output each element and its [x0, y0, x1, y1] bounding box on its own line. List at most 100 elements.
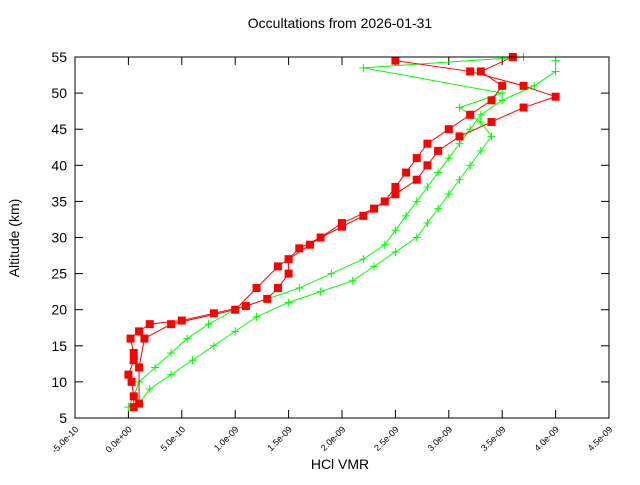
- point: [140, 334, 149, 343]
- y-tick-label: 55: [51, 49, 67, 65]
- point: [423, 219, 432, 228]
- point: [284, 298, 293, 307]
- point: [273, 284, 282, 293]
- point: [391, 182, 400, 191]
- point: [359, 255, 368, 264]
- point: [455, 103, 464, 112]
- point: [124, 370, 133, 379]
- point: [167, 349, 176, 358]
- point: [434, 168, 443, 177]
- point: [316, 287, 325, 296]
- point: [359, 211, 368, 220]
- y-tick-label: 50: [51, 85, 67, 101]
- point: [466, 67, 475, 76]
- point: [444, 154, 453, 163]
- point: [126, 334, 135, 343]
- point: [129, 349, 138, 358]
- point: [412, 154, 421, 163]
- point: [204, 320, 213, 329]
- chart-title: Occultations from 2026-01-31: [248, 15, 433, 31]
- point: [466, 110, 475, 119]
- y-tick-label: 15: [51, 338, 67, 354]
- point: [145, 320, 154, 329]
- point: [151, 363, 160, 372]
- point: [444, 190, 453, 199]
- point: [412, 175, 421, 184]
- point: [327, 269, 336, 278]
- point: [252, 284, 261, 293]
- point: [338, 219, 346, 228]
- point: [273, 262, 282, 271]
- point: [209, 309, 218, 318]
- point: [423, 182, 432, 191]
- point: [252, 312, 261, 321]
- point: [370, 262, 379, 271]
- point: [183, 334, 192, 343]
- point: [231, 305, 240, 314]
- series: [135, 53, 528, 408]
- point: [498, 96, 507, 105]
- point: [135, 327, 144, 336]
- point: [466, 161, 475, 170]
- point: [551, 67, 560, 76]
- point: [498, 81, 507, 90]
- point: [412, 197, 421, 206]
- point: [551, 56, 560, 65]
- y-tick-label: 5: [59, 410, 67, 426]
- point: [455, 139, 464, 148]
- point: [209, 341, 218, 350]
- y-axis-label: Altitude (km): [6, 199, 22, 278]
- point: [167, 320, 176, 329]
- point: [129, 356, 138, 365]
- y-tick-label: 30: [51, 230, 67, 246]
- point: [284, 269, 293, 278]
- point: [519, 103, 528, 112]
- point: [391, 247, 400, 256]
- point: [444, 125, 453, 134]
- point: [295, 244, 304, 253]
- y-tick-label: 40: [51, 157, 67, 173]
- point: [127, 377, 136, 386]
- point: [519, 81, 528, 90]
- point: [348, 276, 357, 285]
- point: [305, 240, 314, 249]
- point: [412, 233, 421, 242]
- point: [402, 211, 411, 220]
- y-tick-label: 20: [51, 302, 67, 318]
- point: [434, 204, 443, 213]
- series: [135, 56, 560, 408]
- point: [476, 110, 485, 119]
- x-axis-label: HCl VMR: [311, 456, 369, 472]
- point: [145, 385, 154, 394]
- point: [391, 190, 400, 199]
- point: [423, 139, 432, 148]
- point: [455, 175, 464, 184]
- point: [380, 240, 389, 249]
- point: [476, 146, 485, 155]
- point: [530, 81, 539, 90]
- point: [551, 92, 560, 101]
- y-tick-label: 25: [51, 266, 67, 282]
- point: [135, 399, 144, 408]
- point: [402, 168, 411, 177]
- plot-frame: [74, 56, 610, 419]
- point: [188, 356, 197, 365]
- point: [241, 302, 250, 311]
- point: [391, 226, 400, 235]
- point: [135, 363, 144, 372]
- point: [129, 403, 138, 412]
- series-line: [127, 60, 557, 408]
- y-tick-label: 45: [51, 121, 67, 137]
- y-tick-label: 10: [51, 374, 67, 390]
- point: [423, 161, 432, 170]
- point: [487, 96, 496, 105]
- y-tick-label: 35: [51, 193, 67, 209]
- point: [476, 117, 485, 126]
- point: [370, 204, 379, 213]
- point: [359, 63, 368, 72]
- point: [295, 284, 304, 293]
- point: [487, 132, 496, 141]
- point: [391, 56, 400, 65]
- point: [177, 316, 186, 325]
